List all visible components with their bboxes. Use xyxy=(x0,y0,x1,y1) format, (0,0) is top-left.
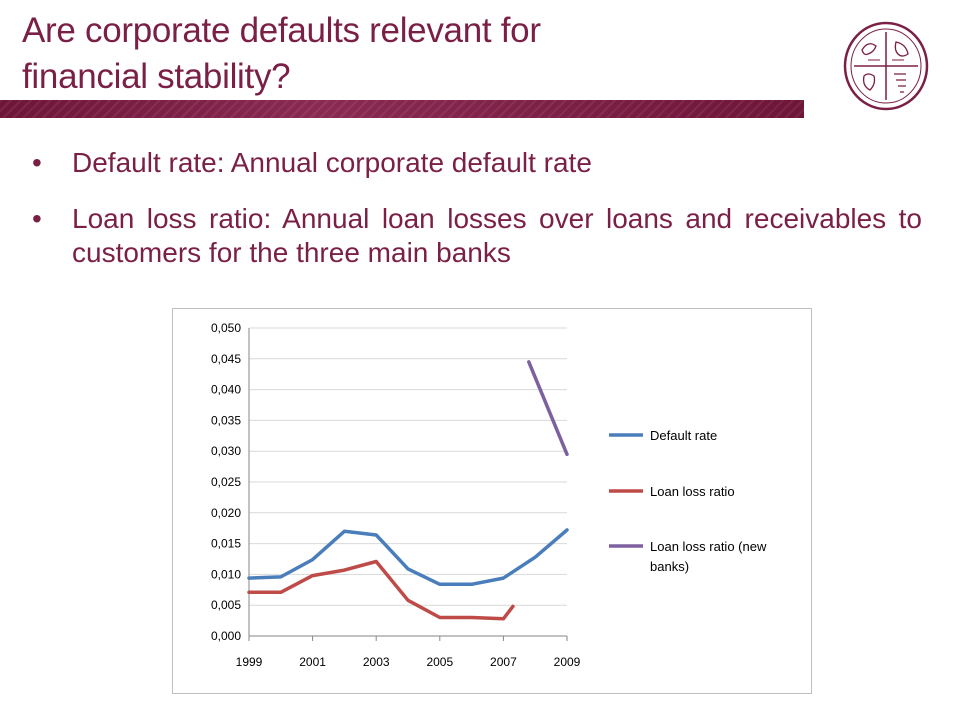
x-tick-label: 2005 xyxy=(426,655,453,669)
series-lines xyxy=(247,360,569,621)
y-tick-label: 0,010 xyxy=(211,567,241,581)
grid-lines xyxy=(249,327,567,606)
x-tick-label: 2007 xyxy=(490,655,517,669)
legend-label: Loan loss ratio (new banks) xyxy=(650,539,767,574)
series-line-2 xyxy=(527,360,569,457)
y-tick-label: 0,015 xyxy=(211,537,241,551)
y-tick-label: 0,050 xyxy=(211,321,241,335)
y-tick-label: 0,020 xyxy=(211,506,241,520)
chart-frame: 0,000 0,005 0,010 0,015 0,020 0,025 0,030 0,035… xyxy=(172,308,812,694)
bullet-list: • Default rate: Annual corporate default… xyxy=(32,146,922,292)
legend-label: Default rate xyxy=(650,428,717,443)
slide-title-line2: financial stability? xyxy=(22,57,291,96)
series-line-1 xyxy=(247,559,515,621)
y-tick-labels: 0,000 0,005 0,010 0,015 0,020 0,025 0,030 0,035… xyxy=(211,321,241,643)
x-tick-label: 2001 xyxy=(299,655,326,669)
x-tick-label: 1999 xyxy=(236,655,263,669)
y-tick-label: 0,030 xyxy=(211,444,241,458)
line-chart: 0,000 0,005 0,010 0,015 0,020 0,025 0,030 0,035… xyxy=(211,321,767,669)
bullet-item-loan-loss-ratio: • Loan loss ratio: Annual loan losses ov… xyxy=(32,202,922,270)
bullet-text: Loan loss ratio: Annual loan losses over… xyxy=(72,203,922,268)
bullet-glyph: • xyxy=(32,203,42,234)
x-tick-label: 2003 xyxy=(363,655,390,669)
x-tick-label: 2009 xyxy=(554,655,581,669)
slide-title: Are corporate defaults relevant for fina… xyxy=(22,8,782,100)
bullet-text: Default rate: Annual corporate default r… xyxy=(72,147,592,178)
legend: Default rate Loan loss ratio Loan loss rat… xyxy=(609,428,767,574)
axes xyxy=(248,328,568,641)
series-line-0 xyxy=(247,528,569,587)
title-underline-bar xyxy=(0,100,804,118)
y-tick-label: 0,035 xyxy=(211,413,241,427)
bank-seal-icon xyxy=(843,21,929,111)
y-tick-label: 0,025 xyxy=(211,475,241,489)
bullet-item-default-rate: • Default rate: Annual corporate default… xyxy=(32,146,922,180)
legend-label: Loan loss ratio xyxy=(650,484,735,499)
y-tick-label: 0,040 xyxy=(211,383,241,397)
x-tick-labels: 1999 2001 2003 2005 2007 2009 xyxy=(236,655,581,669)
y-tick-label: 0,045 xyxy=(211,352,241,366)
bullet-glyph: • xyxy=(32,147,42,178)
slide-title-line1: Are corporate defaults relevant for xyxy=(22,11,541,50)
y-tick-label: 0,000 xyxy=(211,629,241,643)
y-tick-label: 0,005 xyxy=(211,598,241,612)
